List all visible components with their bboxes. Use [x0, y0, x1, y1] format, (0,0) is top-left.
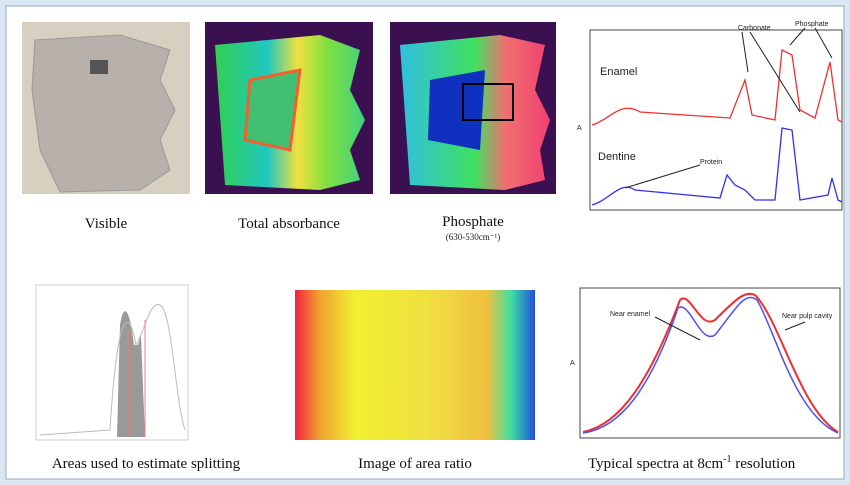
arrow: [789, 27, 806, 46]
annotation: Protein: [700, 159, 722, 166]
caption-part: Typical spectra at 8cm: [588, 456, 723, 472]
arrow: [814, 27, 833, 59]
spectrum-frame: [589, 29, 843, 211]
trace-label: Dentine: [598, 151, 636, 163]
near-enamel-trace: [582, 292, 839, 433]
caption: Visible: [85, 216, 128, 232]
annotation: Carbonate: [738, 25, 771, 32]
annotation: Phosphate: [795, 21, 829, 28]
area-fill: [117, 311, 145, 437]
near-pulp-trace: [582, 296, 839, 434]
caption-part: resolution: [731, 456, 795, 472]
annotation: Near enamel: [610, 311, 651, 318]
arrow: [654, 316, 701, 341]
ratio-image: [295, 290, 535, 440]
absorbance-core: [243, 68, 302, 152]
trace-label: Enamel: [600, 66, 637, 78]
roi-box: [462, 83, 514, 121]
dentine-trace: [591, 127, 843, 206]
y-axis-label: A: [577, 125, 582, 132]
arrow: [624, 164, 701, 189]
caption: Areas used to estimate splitting: [52, 456, 241, 472]
tooth-shape: [31, 34, 176, 193]
arrow: [749, 31, 801, 113]
caption: Image of area ratio: [358, 456, 472, 472]
caption: Typical spectra at 8cm-1 resolution: [588, 454, 796, 472]
caption: Phosphate: [442, 214, 504, 230]
arrow: [741, 31, 749, 73]
y-axis-label: A: [570, 360, 575, 367]
dark-spot: [90, 60, 108, 74]
phosphate-core: [428, 70, 485, 150]
caption-superscript: -1: [723, 454, 731, 465]
arrow: [784, 321, 806, 331]
areas-trace: [39, 304, 186, 436]
areas-frame: [35, 284, 189, 441]
subcaption: (630-530cm⁻¹): [446, 232, 500, 242]
enamel-trace: [591, 48, 843, 126]
spectra-frame: [579, 287, 841, 439]
caption: Total absorbance: [238, 216, 340, 232]
annotation: Near pulp cavity: [782, 313, 833, 320]
